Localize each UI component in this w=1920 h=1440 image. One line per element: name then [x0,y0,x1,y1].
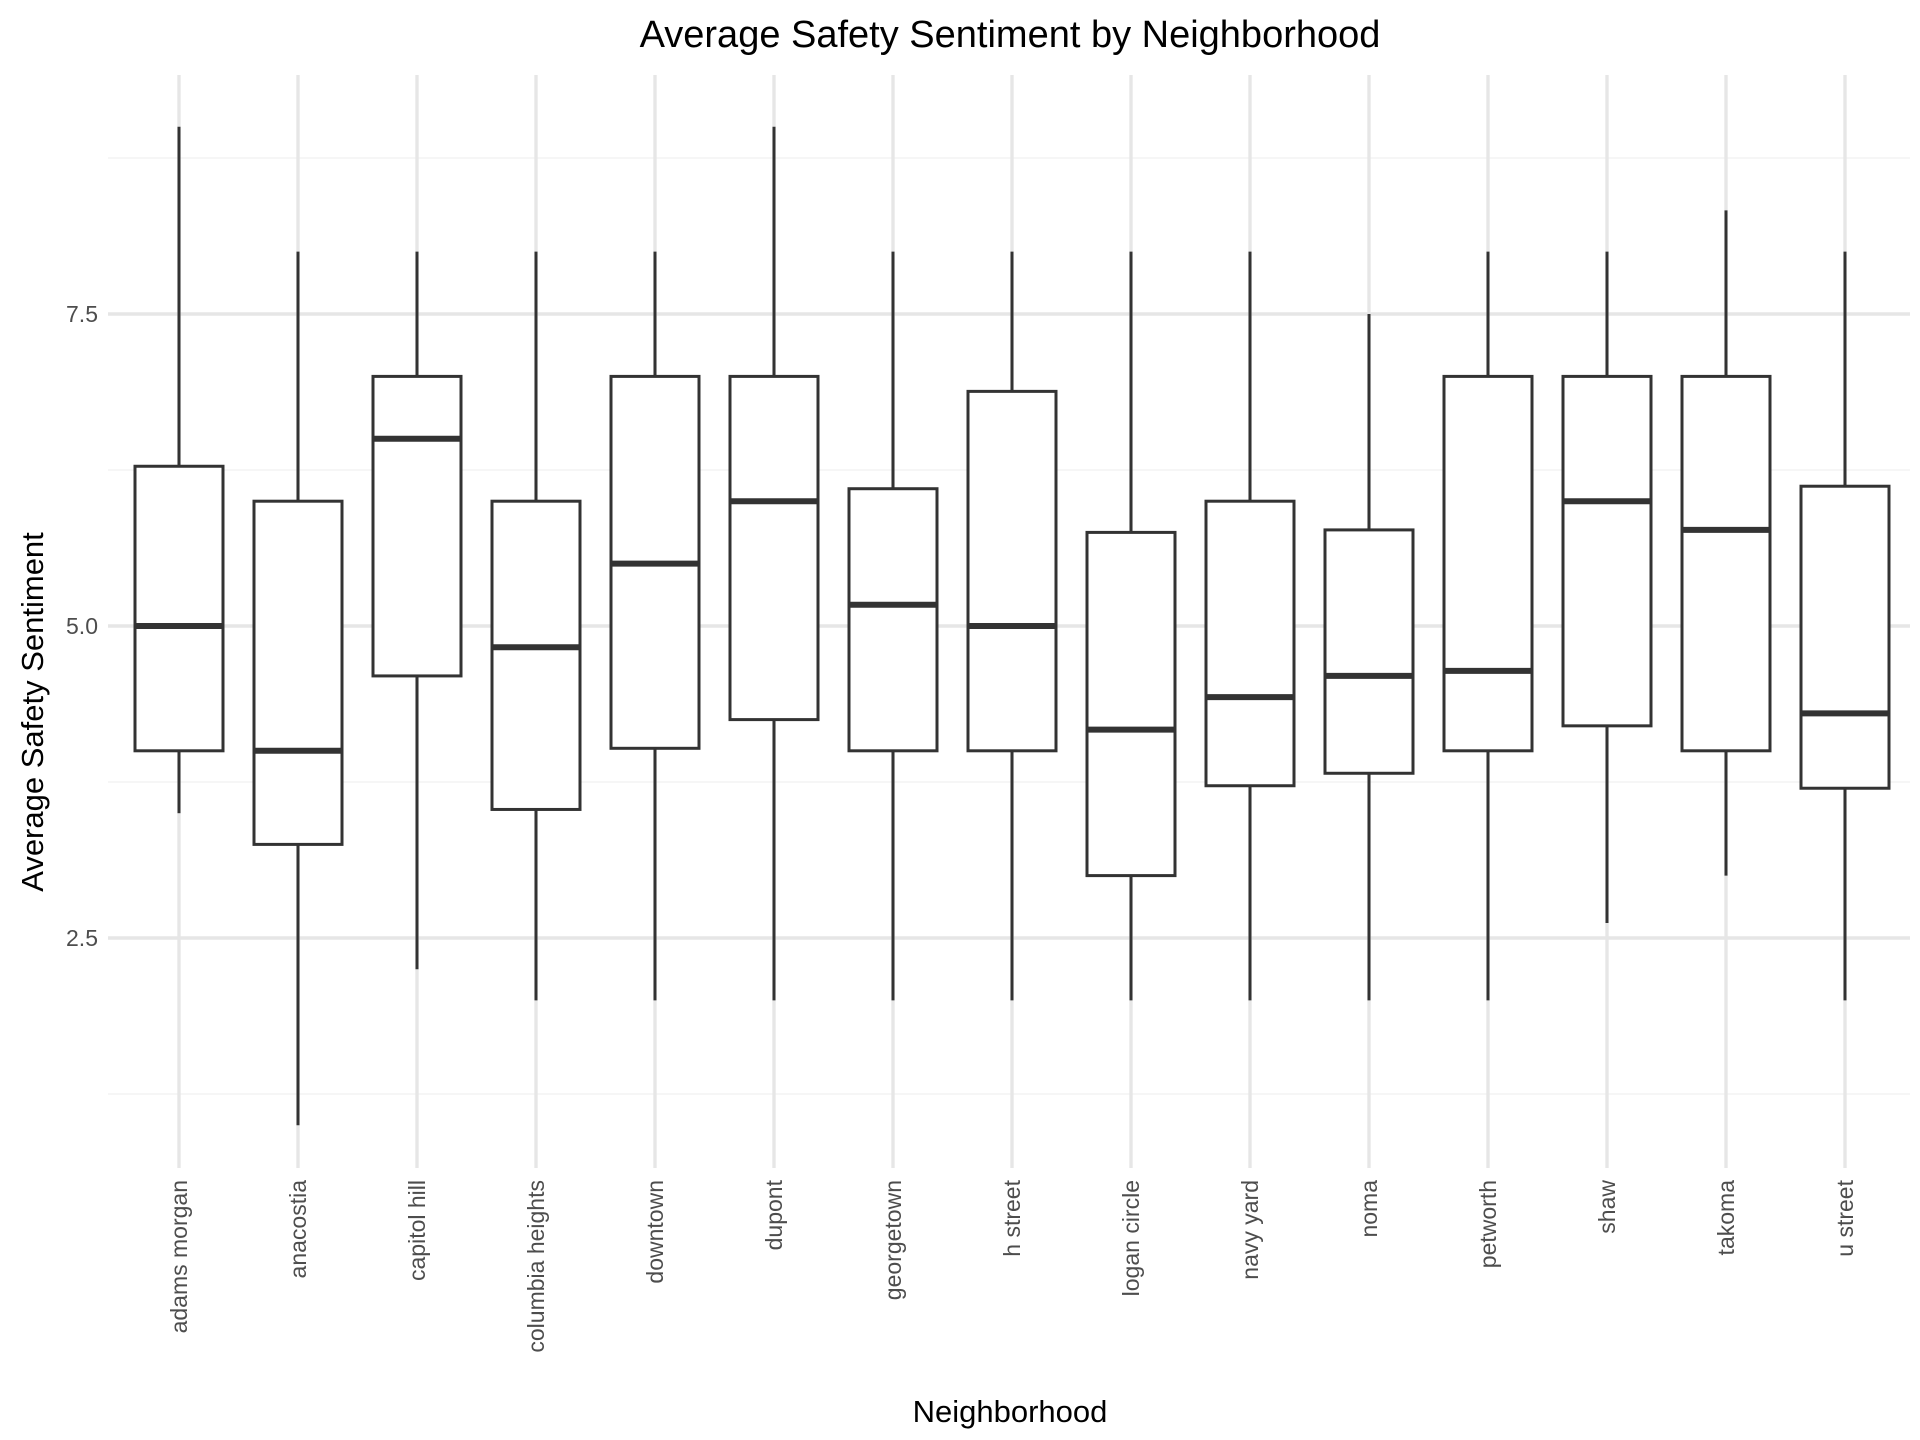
box-u-street [1799,251,1891,1001]
box-noma [1323,314,1415,1001]
x-tick-label: u street [1832,1179,1858,1256]
iqr-box [252,499,344,846]
iqr-box [1442,374,1534,753]
x-axis-title: Neighborhood [913,1394,1108,1429]
boxes [133,126,1891,1126]
box-takoma [1680,210,1772,876]
x-tick-label: takoma [1713,1180,1739,1256]
x-tick-label: capitol hill [404,1180,430,1281]
x-tick-label: dupont [761,1179,787,1250]
box-georgetown [847,251,939,1001]
y-axis-tick-labels: 2.5 5.0 7.5 [66,301,98,951]
x-tick-label: georgetown [880,1180,906,1300]
y-axis-title: Average Safety Sentiment [15,532,50,892]
x-tick-label: h street [999,1179,1025,1256]
x-tick-label: adams morgan [166,1180,192,1333]
box-shaw [1561,251,1653,924]
box-dupont [728,126,820,1001]
iqr-box [1323,528,1415,775]
x-axis-tick-labels: adams morgan anacostia capitol hill columbi… [166,1179,1858,1352]
iqr-box [1561,374,1653,728]
x-tick-label: anacostia [285,1180,311,1279]
box-columbia-heights [490,251,582,1001]
iqr-box [490,499,582,811]
box-h-street [966,251,1058,1001]
box-navy-yard [1204,251,1296,1001]
x-tick-label: petworth [1475,1180,1501,1268]
iqr-box [133,464,225,753]
x-tick-label: noma [1356,1180,1382,1238]
x-tick-label: columbia heights [523,1180,549,1353]
iqr-box [1204,499,1296,788]
box-adams-morgan [133,126,225,814]
iqr-box [847,487,939,753]
box-downtown [609,251,701,1001]
iqr-box [728,374,820,722]
iqr-box [1799,484,1891,790]
x-tick-label: downtown [642,1180,668,1284]
y-tick-label: 2.5 [66,925,98,951]
iqr-box [1680,374,1772,753]
y-tick-label: 5.0 [66,613,98,639]
x-tick-label: navy yard [1237,1180,1263,1280]
box-anacostia [252,251,344,1126]
box-logan-circle [1085,251,1177,1001]
iqr-box [371,374,463,678]
y-tick-label: 7.5 [66,301,98,327]
x-tick-label: shaw [1594,1180,1620,1234]
chart-title: Average Safety Sentiment by Neighborhood [640,14,1381,56]
box-petworth [1442,251,1534,1001]
iqr-box [1085,530,1177,878]
box-capitol-hill [371,251,463,970]
x-tick-label: logan circle [1118,1180,1144,1296]
iqr-box [966,389,1058,753]
